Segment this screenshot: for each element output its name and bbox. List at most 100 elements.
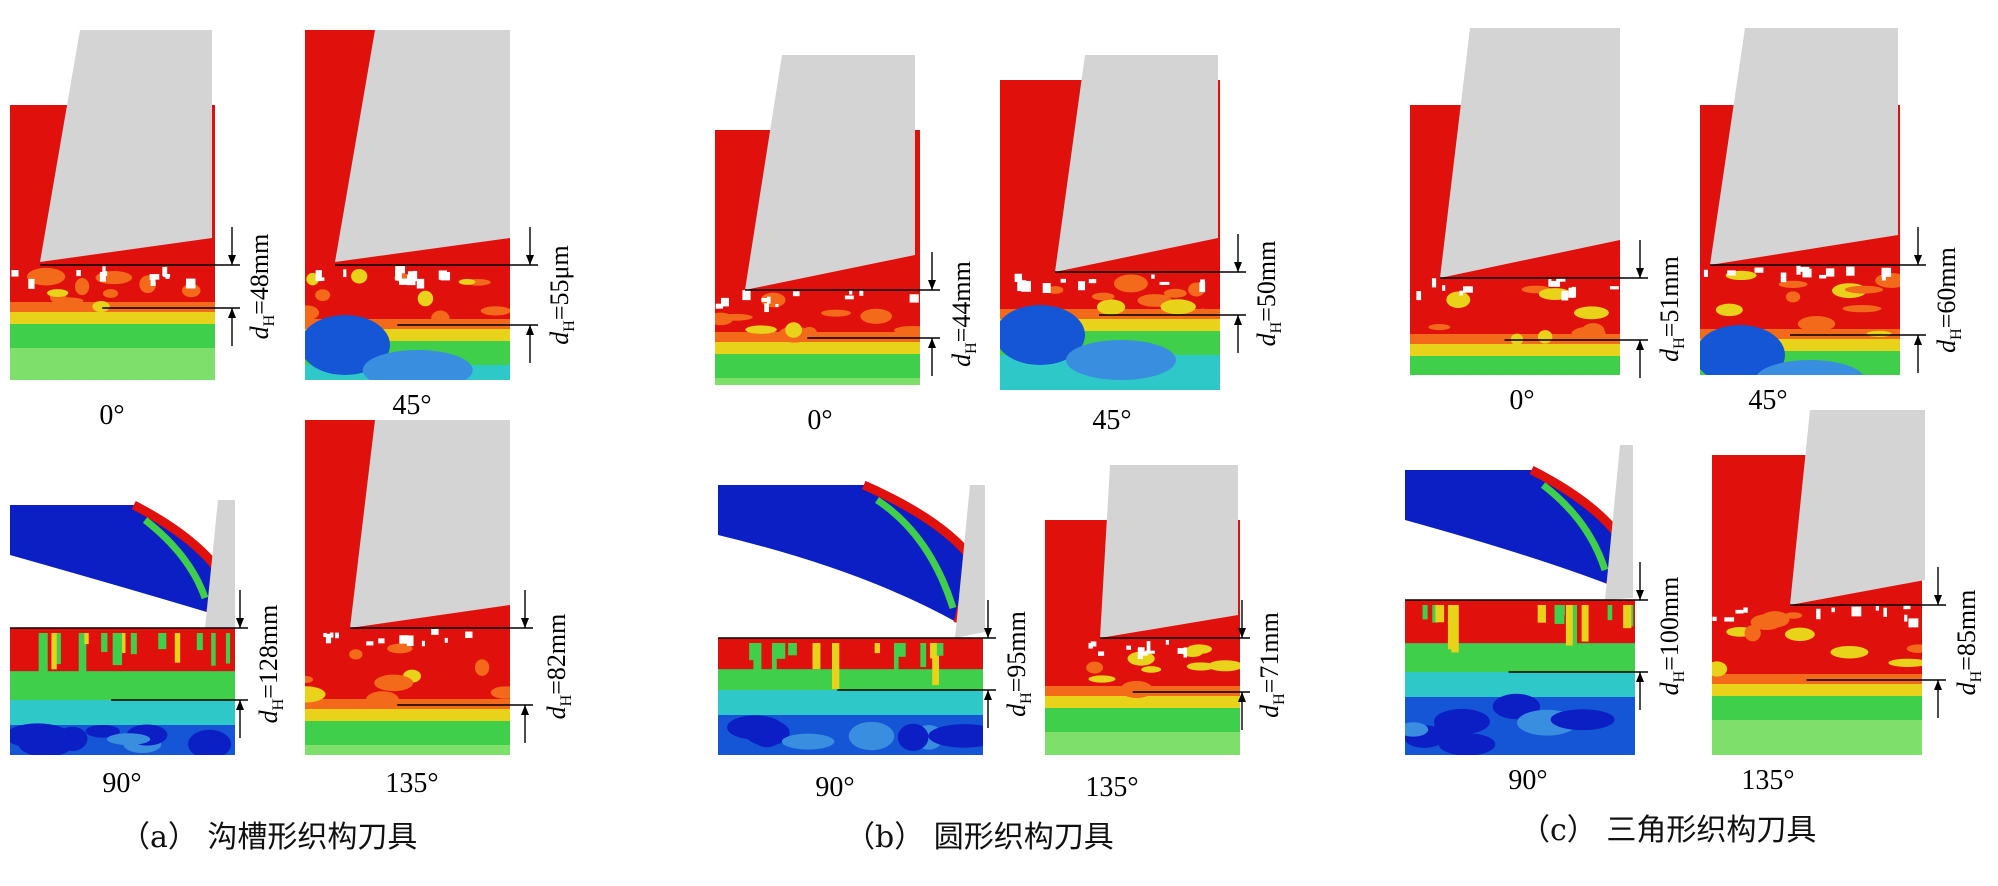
panel-b-0	[715, 55, 940, 385]
spot	[860, 308, 892, 324]
speckle	[721, 297, 729, 307]
depth-subscript: H	[963, 342, 980, 354]
spot	[1088, 675, 1116, 683]
spot	[480, 306, 510, 316]
speckle	[1816, 608, 1821, 620]
blob	[1438, 733, 1496, 755]
chip-edge-green	[1540, 482, 1609, 572]
contour-field	[718, 480, 983, 755]
spot	[1571, 326, 1606, 342]
speckle	[395, 270, 402, 281]
speckle	[1151, 274, 1155, 279]
cutting-tool	[1605, 445, 1633, 600]
depth-label-a-2: dH=128mm	[254, 605, 287, 724]
speckle	[162, 266, 168, 276]
spot	[1163, 288, 1187, 298]
depth-symbol: d	[245, 325, 274, 339]
spot	[715, 312, 734, 326]
speckle	[399, 635, 409, 644]
speckle	[1177, 648, 1187, 654]
blob-lightblue	[362, 350, 473, 380]
cutting-tool	[40, 30, 212, 262]
depth-value: =51mm	[1655, 256, 1684, 337]
spot	[458, 278, 476, 285]
spot	[374, 674, 414, 692]
panel-b-1	[1000, 55, 1246, 390]
depth-label-b-1: dH=50mm	[1252, 241, 1285, 347]
depth-symbol: d	[254, 709, 283, 723]
spot	[821, 309, 851, 317]
arrow-down-icon	[1636, 590, 1644, 600]
spot	[1760, 611, 1790, 628]
band-orange	[1700, 329, 1900, 339]
blob	[897, 723, 929, 751]
speckle	[1088, 279, 1097, 284]
arrow-up-icon	[236, 700, 244, 710]
speckle	[1556, 278, 1566, 282]
cutting-tool	[350, 420, 510, 628]
blob-blue	[1700, 325, 1785, 375]
depth-label-b-0: dH=44mm	[947, 261, 980, 367]
speckle	[1098, 651, 1105, 656]
streak	[831, 643, 840, 690]
streak	[1623, 605, 1632, 629]
arrow-up-icon	[984, 690, 992, 700]
depth-label-c-3: dH=85mm	[1952, 590, 1985, 696]
speckle	[1609, 286, 1619, 290]
blob-blue	[1000, 305, 1085, 365]
blob-lightblue	[1066, 340, 1176, 380]
speckle	[438, 270, 447, 280]
angle-label-a-2: 90°	[102, 768, 141, 799]
streak	[174, 633, 181, 663]
speckle	[1568, 287, 1574, 298]
caption-b: （b） 圆形织构刀具	[845, 820, 1114, 855]
depth-value: =95mm	[1002, 611, 1031, 692]
depth-label-c-2: dH=100mm	[1655, 577, 1688, 696]
speckle	[395, 266, 406, 274]
spot	[490, 686, 510, 699]
cutting-tool	[205, 500, 235, 628]
depth-value: =55μm	[545, 245, 574, 320]
speckle	[1561, 290, 1569, 301]
angle-label-a-0: 0°	[99, 400, 124, 431]
spot	[1091, 292, 1115, 301]
arrow-up-icon	[526, 325, 534, 335]
spot	[351, 268, 368, 284]
speckle	[1138, 651, 1148, 656]
arrow-down-icon	[526, 255, 534, 265]
chip-body	[1405, 470, 1625, 585]
depth-label-a-1: dH=55μm	[545, 245, 578, 344]
spot	[1573, 306, 1609, 320]
spot	[102, 289, 119, 298]
streak	[775, 643, 786, 659]
streak	[1607, 605, 1613, 621]
speckle	[407, 271, 418, 280]
blob	[727, 715, 784, 740]
streak	[893, 643, 899, 690]
streak	[936, 643, 944, 656]
speckle	[1908, 618, 1919, 628]
spot	[26, 267, 66, 286]
spot	[1715, 303, 1743, 317]
spot	[1186, 662, 1215, 671]
depth-value: =128mm	[254, 605, 283, 699]
depth-value: =71mm	[1255, 612, 1284, 693]
speckle	[366, 641, 374, 646]
spot	[1086, 661, 1104, 674]
speckle	[849, 290, 853, 295]
speckle	[325, 633, 332, 644]
speckle	[1462, 286, 1473, 293]
depth-subscript: H	[270, 698, 287, 710]
depth-symbol: d	[1952, 681, 1981, 695]
arrow-up-icon	[228, 308, 236, 318]
speckle	[335, 632, 339, 639]
arrow-down-icon	[1238, 628, 1246, 638]
speckle	[1735, 609, 1744, 614]
speckle	[1875, 605, 1879, 611]
spot	[1785, 291, 1801, 303]
speckle	[185, 278, 196, 289]
speckle	[320, 277, 325, 281]
depth-symbol: d	[1655, 348, 1684, 362]
speckle	[1727, 270, 1736, 276]
